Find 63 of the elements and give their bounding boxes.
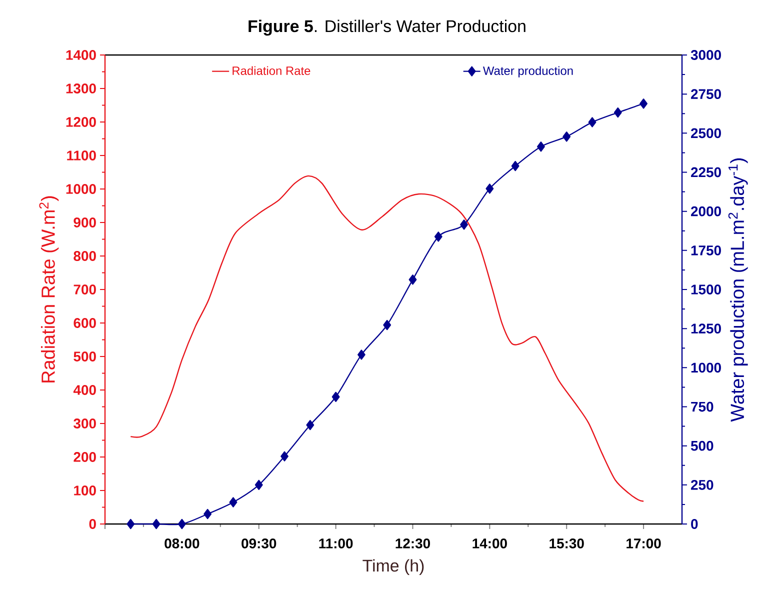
point	[357, 350, 366, 360]
y-axis-title: Radiation Rate (W.m$^{2}$)	[39, 196, 59, 382]
x-axis-title: Time (h)	[362, 559, 424, 576]
point	[614, 107, 622, 118]
point	[537, 142, 545, 152]
point	[280, 451, 288, 462]
y2-tick-label: 1250	[691, 324, 721, 334]
point	[126, 518, 135, 530]
y-tick-label: 1300	[66, 84, 96, 94]
x-tick-label: 08:00	[164, 538, 200, 548]
legend-label: Radiation Rate	[232, 66, 310, 75]
point	[434, 232, 442, 242]
point	[178, 518, 186, 530]
y-tick-label: 500	[74, 352, 96, 362]
y-tick-label: 900	[74, 218, 96, 228]
y-tick-label: 1100	[67, 150, 96, 160]
y-tick-label: 200	[74, 452, 96, 462]
line-series	[130, 175, 644, 502]
y2-tick-label: 500	[690, 440, 714, 451]
point	[486, 184, 494, 194]
point	[562, 132, 571, 142]
point	[254, 480, 263, 490]
point	[383, 320, 392, 330]
y-tick-label: 400	[73, 385, 96, 395]
point	[306, 420, 314, 430]
x-tick-label: 11:00	[319, 538, 353, 548]
point	[640, 98, 648, 109]
y-tick-label: 1400	[66, 50, 96, 60]
legend-label: Water production	[482, 66, 573, 78]
y2-tick-label: 2000	[690, 206, 721, 216]
y2-tick-label: 1500	[691, 284, 721, 294]
y-tick-label: 600	[74, 318, 96, 328]
point	[588, 117, 596, 128]
chart-title: Figure 5. Distiller's Water Production	[248, 20, 526, 36]
point	[152, 518, 160, 530]
y-tick-label: 0	[89, 519, 96, 529]
y2-tick-label: 1000	[691, 362, 721, 373]
y2-tick-label: 2500	[690, 128, 721, 138]
point	[332, 392, 340, 402]
y-tick-label: 1200	[66, 117, 96, 127]
y-tick-label: 700	[74, 284, 96, 294]
y2-tick-label: 250	[690, 480, 714, 490]
x-tick-label: 14:00	[472, 538, 507, 548]
x-tick-label: 12:30	[396, 538, 430, 548]
y2-tick-label: 2750	[690, 89, 721, 100]
point	[408, 274, 417, 285]
y-tick-label: 300	[74, 418, 96, 428]
y-tick-label: 100	[74, 486, 96, 496]
x-tick-label: 17:00	[626, 538, 661, 548]
y2-tick-label: 750	[691, 402, 714, 412]
y-tick-label: 1000	[66, 184, 96, 194]
y-tick-label: 800	[74, 251, 96, 261]
y2-tick-label: 3000	[690, 50, 721, 60]
y2-tick-label: 1750	[691, 245, 721, 256]
y2-axis-title: Water production (mL.m$^{2}$.day$^{-1}$)	[728, 158, 748, 422]
point	[229, 497, 238, 508]
point	[204, 508, 212, 520]
point	[460, 220, 468, 230]
y2-tick-label: 2250	[690, 167, 721, 178]
x-tick-label: 15:30	[550, 538, 584, 548]
point	[511, 160, 520, 172]
x-tick-label: 09:30	[242, 538, 276, 548]
y2-tick-label: 0	[691, 519, 698, 529]
